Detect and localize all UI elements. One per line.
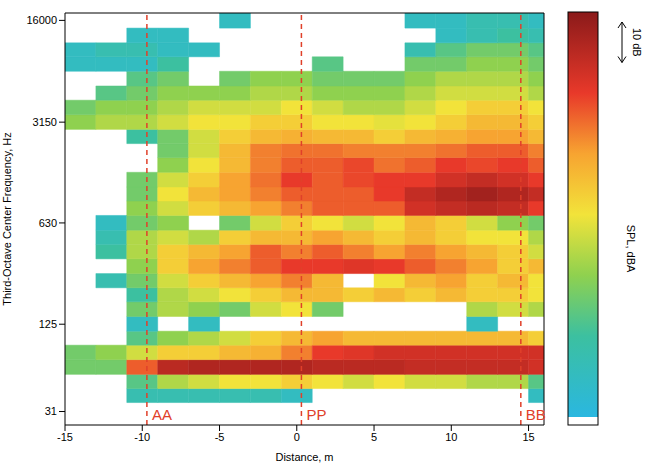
svg-text:Third-Octave Center Frequency,: Third-Octave Center Frequency, Hz [1, 132, 13, 305]
svg-text:0: 0 [294, 431, 300, 443]
svg-text:SPL, dBA: SPL, dBA [625, 225, 637, 273]
svg-text:-5: -5 [215, 431, 225, 443]
svg-text:15: 15 [522, 431, 534, 443]
svg-text:10: 10 [445, 431, 457, 443]
svg-text:10 dB: 10 dB [631, 28, 643, 57]
svg-text:AA: AA [152, 406, 172, 423]
svg-text:PP: PP [306, 406, 326, 423]
svg-text:-10: -10 [134, 431, 150, 443]
svg-text:630: 630 [39, 217, 57, 229]
svg-text:31: 31 [45, 405, 57, 417]
svg-text:-15: -15 [57, 431, 73, 443]
svg-text:125: 125 [39, 318, 57, 330]
svg-text:16000: 16000 [26, 14, 57, 26]
svg-text:BB: BB [526, 406, 546, 423]
svg-text:Distance, m: Distance, m [275, 451, 333, 463]
svg-text:3150: 3150 [33, 116, 57, 128]
svg-text:5: 5 [371, 431, 377, 443]
